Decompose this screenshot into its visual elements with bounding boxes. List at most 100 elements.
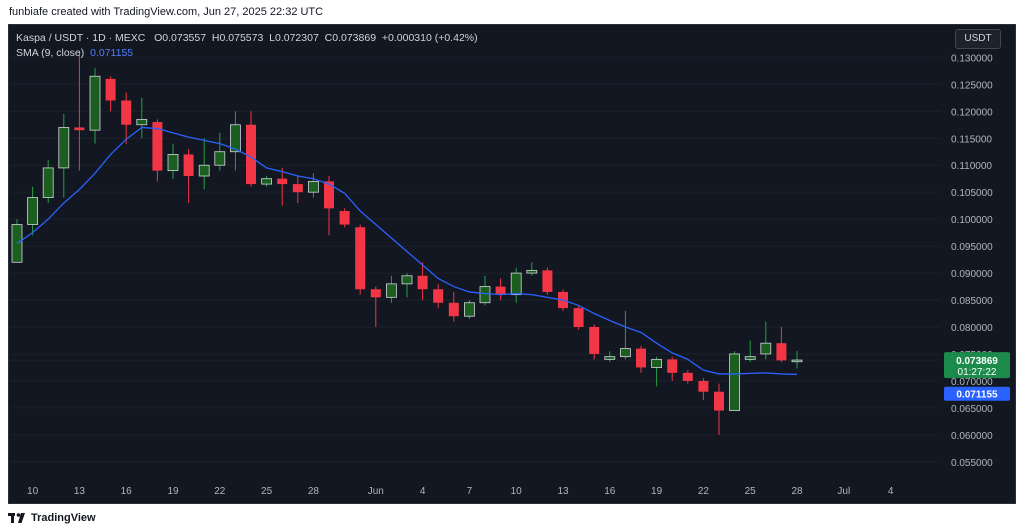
candle-down (74, 127, 85, 131)
sma-row: SMA (9, close) 0.071155 (16, 46, 478, 61)
x-tick-label: 13 (74, 486, 86, 497)
candle-down (292, 184, 303, 193)
open-value: 0.073557 (162, 32, 207, 44)
y-tick-label: 0.060000 (951, 431, 993, 442)
candle-down (433, 289, 444, 303)
candle-up (136, 118, 148, 126)
top-credit-bar: funbiafe created with TradingView.com, J… (0, 0, 1024, 24)
x-tick-label: Jun (368, 486, 384, 497)
candle-up (526, 269, 538, 274)
x-tick-label: 25 (261, 486, 273, 497)
candle-down (714, 391, 724, 411)
candle-up (401, 275, 413, 285)
candle-up (167, 154, 179, 172)
footer-brand: TradingView (31, 512, 96, 524)
x-tick-label: 19 (167, 486, 179, 497)
candle-up (604, 356, 616, 360)
chart-panel[interactable]: 0.0550000.0600000.0650000.0700000.075000… (8, 24, 1016, 504)
candle-up (385, 283, 397, 298)
x-tick-label: 22 (214, 486, 226, 497)
x-tick-label: 25 (745, 486, 757, 497)
candle-down (448, 302, 459, 317)
y-tick-label: 0.090000 (951, 269, 993, 280)
x-tick-label: 22 (698, 486, 710, 497)
y-tick-label: 0.100000 (951, 215, 993, 226)
candle-down (121, 100, 132, 125)
close-value: 0.073869 (332, 32, 377, 44)
candle-down (246, 124, 256, 185)
candle-down (152, 122, 163, 171)
sma-price-badge (944, 386, 1010, 401)
x-tick-label: 13 (557, 486, 569, 497)
candle-down (339, 211, 350, 225)
sma-price-text: 0.071155 (956, 390, 998, 401)
candle-down (636, 348, 646, 368)
last-price-badge (944, 352, 1010, 379)
candle-up (261, 178, 273, 185)
y-tick-label: 0.070000 (951, 377, 993, 388)
x-tick-label: 4 (420, 486, 426, 497)
x-tick-label: 28 (791, 486, 803, 497)
open-label: O (154, 32, 163, 44)
chart-legend: Kaspa / USDT · 1D · MEXC O0.073557 H0.07… (16, 31, 478, 61)
candle-up (198, 164, 210, 177)
candle-down (682, 372, 693, 381)
y-tick-label: 0.125000 (951, 80, 993, 91)
y-tick-label: 0.105000 (951, 188, 993, 199)
high-value: 0.075573 (219, 32, 264, 44)
candle-up (744, 356, 756, 360)
candle-up (620, 348, 631, 358)
candle-down (667, 359, 678, 373)
candle-up (479, 286, 491, 304)
candle-up (463, 302, 475, 317)
candle-down (417, 275, 428, 290)
candle-up (791, 359, 803, 363)
last-price-text: 0.073869 (956, 356, 998, 367)
low-label: L (269, 32, 275, 44)
candle-down (355, 227, 366, 290)
x-tick-label: 4 (888, 486, 894, 497)
candle-up (58, 127, 70, 169)
countdown-text: 01:27:22 (958, 367, 997, 378)
candle-up (729, 353, 740, 411)
candle-down (542, 270, 553, 292)
x-tick-label: 16 (604, 486, 616, 497)
candle-up (510, 272, 522, 296)
candle-up (229, 124, 241, 153)
candle-down (183, 154, 194, 176)
sma-label: SMA (9, close) (16, 47, 85, 59)
y-tick-label: 0.065000 (951, 404, 993, 415)
candle-up (27, 197, 39, 225)
y-tick-label: 0.115000 (951, 134, 992, 145)
candle-up (214, 151, 226, 166)
sma-line (16, 126, 798, 376)
footer-bar: TradingView (0, 504, 1024, 532)
x-tick-label: 10 (27, 486, 39, 497)
y-tick-label: 0.110000 (951, 161, 992, 172)
candle-down (589, 327, 600, 354)
high-label: H (211, 32, 220, 44)
candle-up (89, 75, 101, 131)
credit-text: funbiafe created with TradingView.com, J… (9, 6, 324, 18)
candle-down (277, 178, 288, 185)
candle-down (370, 289, 381, 298)
candle-down (776, 343, 787, 361)
candle-up (651, 358, 662, 368)
candle-down (324, 181, 334, 209)
tradingview-logo-icon (8, 513, 25, 523)
y-tick-label: 0.055000 (951, 458, 993, 469)
candle-down (573, 308, 584, 327)
y-tick-label: 0.085000 (951, 296, 993, 307)
sma-value: 0.071155 (90, 47, 134, 59)
y-tick-label: 0.130000 (951, 53, 993, 64)
candle-up (42, 167, 54, 198)
x-tick-label: 10 (511, 486, 523, 497)
x-tick-label: 7 (467, 486, 473, 497)
y-tick-label: 0.080000 (951, 323, 993, 334)
candle-down (105, 78, 116, 101)
currency-button[interactable]: USDT (955, 29, 1001, 49)
x-tick-label: Jul (837, 486, 850, 497)
low-value: 0.072307 (275, 32, 319, 44)
y-tick-label: 0.120000 (951, 107, 993, 118)
candlestick-chart[interactable]: 0.0550000.0600000.0650000.0700000.075000… (9, 25, 1015, 503)
